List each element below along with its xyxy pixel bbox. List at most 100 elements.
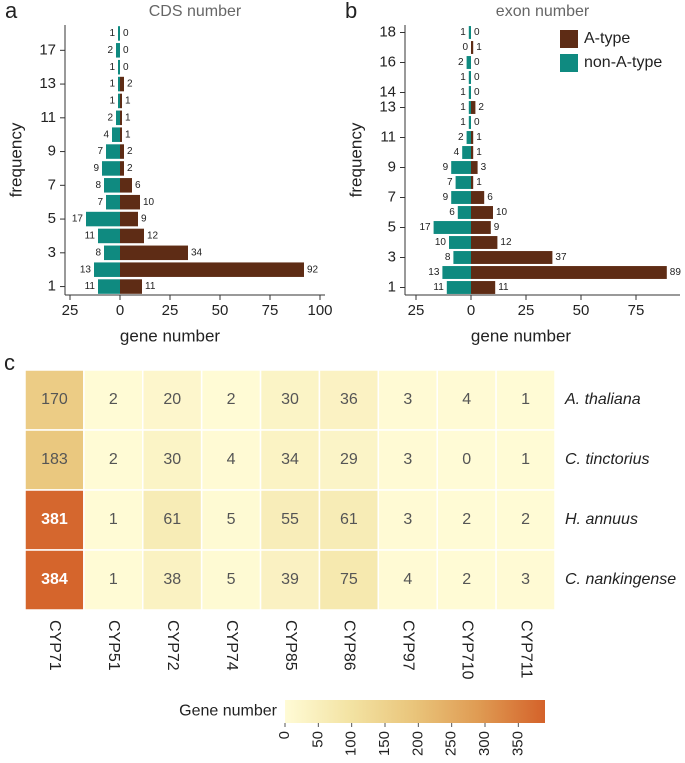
value-label: 0 xyxy=(474,27,480,38)
bar xyxy=(471,191,485,204)
cell-label: 384 xyxy=(41,571,68,588)
heatmap-cell xyxy=(318,549,380,611)
y-tick-label: 7 xyxy=(388,188,396,205)
value-label: 2 xyxy=(127,146,133,157)
value-label: 9 xyxy=(93,163,99,174)
x-tick-label: 25 xyxy=(62,302,79,319)
bar xyxy=(462,146,471,159)
value-label: 12 xyxy=(147,231,159,242)
cell-label: 5 xyxy=(227,571,236,588)
y-tick-label: 1 xyxy=(388,278,396,295)
panel-label: c xyxy=(4,350,15,375)
bar xyxy=(457,206,471,219)
colorbar xyxy=(285,700,545,723)
bar xyxy=(120,76,124,92)
colorbar-tick-label: 300 xyxy=(476,731,493,756)
value-label: 7 xyxy=(447,177,453,188)
value-label: 7 xyxy=(97,146,103,157)
value-label: 0 xyxy=(474,117,480,128)
heatmap-cell xyxy=(142,549,203,611)
value-label: 7 xyxy=(97,197,103,208)
value-label: 4 xyxy=(454,147,460,158)
bar xyxy=(102,161,120,176)
value-label: 2 xyxy=(458,57,464,68)
heatmap-cell xyxy=(436,369,497,431)
row-label: A. thaliana xyxy=(564,391,641,408)
x-axis-label: gene number xyxy=(471,326,572,345)
bar xyxy=(451,191,471,204)
cell-label: 61 xyxy=(163,511,181,528)
bar xyxy=(120,279,142,294)
bar xyxy=(120,161,124,176)
value-label: 2 xyxy=(107,45,113,56)
bar xyxy=(471,221,491,234)
column-label: CYP710 xyxy=(458,620,475,680)
value-label: 1 xyxy=(109,96,115,107)
cell-label: 2 xyxy=(521,511,530,528)
cell-label: 4 xyxy=(462,391,471,408)
value-label: 2 xyxy=(107,112,113,123)
value-label: 13 xyxy=(80,264,92,275)
value-label: 11 xyxy=(433,282,444,293)
value-label: 0 xyxy=(474,57,480,68)
value-label: 1 xyxy=(460,102,466,113)
cell-label: 30 xyxy=(163,451,181,468)
value-label: 8 xyxy=(95,247,101,258)
bar xyxy=(120,127,122,142)
legend-swatch xyxy=(560,30,578,48)
cell-label: 2 xyxy=(462,511,471,528)
colorbar-tick-label: 0 xyxy=(276,731,293,739)
y-tick-label: 1 xyxy=(48,278,56,295)
bar xyxy=(120,110,122,126)
cell-label: 30 xyxy=(281,391,299,408)
value-label: 1 xyxy=(460,87,466,98)
bar xyxy=(120,178,132,193)
bar xyxy=(466,131,471,144)
value-label: 9 xyxy=(443,162,449,173)
cell-label: 2 xyxy=(109,391,118,408)
cell-label: 29 xyxy=(340,451,358,468)
y-axis-label: frequency xyxy=(6,122,25,197)
value-label: 9 xyxy=(494,222,500,233)
value-label: 1 xyxy=(125,129,131,140)
chart-title: exon number xyxy=(496,3,590,20)
y-tick-label: 18 xyxy=(379,23,396,40)
colorbar-tick-label: 100 xyxy=(343,731,360,756)
value-label: 1 xyxy=(476,147,482,158)
heatmap-cell xyxy=(259,369,321,431)
bar xyxy=(471,101,476,114)
y-tick-label: 5 xyxy=(48,210,56,227)
colorbar-tick-label: 150 xyxy=(376,731,393,756)
value-label: 1 xyxy=(476,177,482,188)
legend-label: non-A-type xyxy=(584,54,662,71)
heatmap-cell xyxy=(495,489,556,551)
bar xyxy=(446,281,471,294)
y-axis-label: frequency xyxy=(346,122,365,197)
colorbar-title: Gene number xyxy=(179,703,278,720)
heatmap-cell xyxy=(377,549,438,611)
x-axis-label: gene number xyxy=(120,326,221,345)
bar xyxy=(106,144,120,159)
column-label: CYP51 xyxy=(105,620,122,671)
bar xyxy=(98,228,120,244)
bar xyxy=(120,228,144,244)
x-tick-label: 100 xyxy=(307,302,332,319)
value-label: 8 xyxy=(95,180,101,191)
value-label: 0 xyxy=(474,87,480,98)
cell-label: 3 xyxy=(403,451,412,468)
value-label: 0 xyxy=(474,72,480,83)
column-label: CYP86 xyxy=(341,620,358,671)
row-label: C. nankingense xyxy=(565,571,676,588)
y-tick-label: 17 xyxy=(39,41,56,58)
value-label: 1 xyxy=(460,27,466,38)
value-label: 17 xyxy=(419,222,431,233)
y-tick-label: 11 xyxy=(380,128,396,145)
value-label: 0 xyxy=(123,45,129,56)
cell-label: 1 xyxy=(109,511,118,528)
y-tick-label: 16 xyxy=(379,53,396,70)
cell-label: 2 xyxy=(109,451,118,468)
heatmap-cell xyxy=(200,549,262,611)
heatmap-cell xyxy=(318,429,380,491)
value-label: 11 xyxy=(85,231,96,242)
